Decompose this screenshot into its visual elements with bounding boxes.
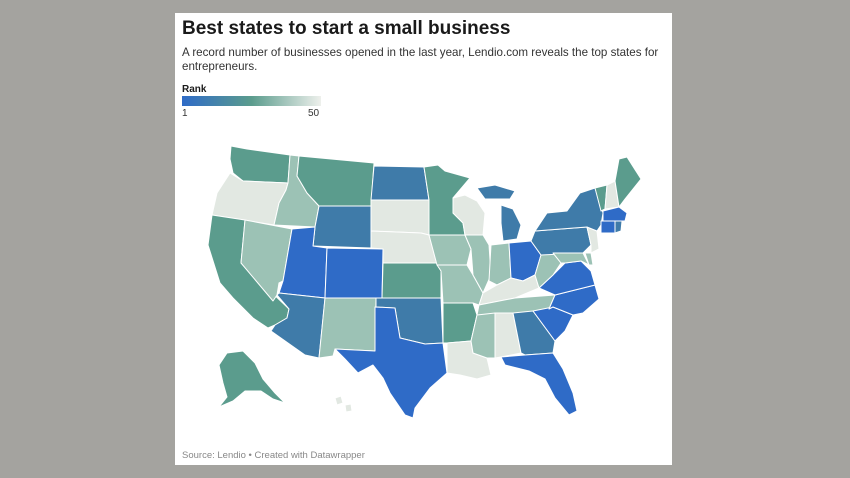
legend-title: Rank — [182, 84, 207, 95]
state-co[interactable] — [324, 247, 384, 299]
legend-max-label: 50 — [308, 108, 320, 119]
state-wy[interactable] — [312, 205, 372, 249]
state-ma[interactable] — [602, 206, 628, 222]
legend-color-scale — [182, 96, 321, 106]
source-note: Source: Lendio • Created with Datawrappe… — [182, 450, 365, 461]
chart-title: Best states to start a small business — [182, 18, 511, 39]
state-il[interactable] — [464, 234, 492, 294]
state-nd[interactable] — [370, 165, 430, 201]
state-in[interactable] — [488, 242, 512, 286]
state-md[interactable] — [552, 252, 590, 266]
state-tx[interactable] — [334, 306, 448, 419]
state-al[interactable] — [494, 312, 522, 359]
state-fl[interactable] — [500, 352, 578, 416]
state-nm[interactable] — [318, 297, 377, 359]
legend-min-label: 1 — [182, 108, 188, 119]
state-hi[interactable] — [334, 395, 353, 413]
state-pa[interactable] — [530, 226, 592, 256]
state-ri[interactable] — [614, 220, 623, 234]
state-me[interactable] — [614, 156, 642, 208]
state-ks[interactable] — [381, 262, 442, 299]
state-ct[interactable] — [600, 220, 616, 234]
state-ny[interactable] — [534, 187, 604, 232]
state-mi[interactable] — [476, 184, 522, 242]
state-sd[interactable] — [370, 199, 430, 236]
state-va[interactable] — [538, 260, 596, 296]
state-ak[interactable] — [218, 350, 286, 408]
state-wa[interactable] — [229, 145, 291, 184]
us-state-map — [207, 145, 642, 419]
chart-subtitle: A record number of businesses opened in … — [182, 46, 659, 73]
chart-card: Best states to start a small business A … — [175, 13, 672, 465]
state-ia[interactable] — [428, 234, 472, 266]
state-de[interactable] — [584, 252, 594, 266]
